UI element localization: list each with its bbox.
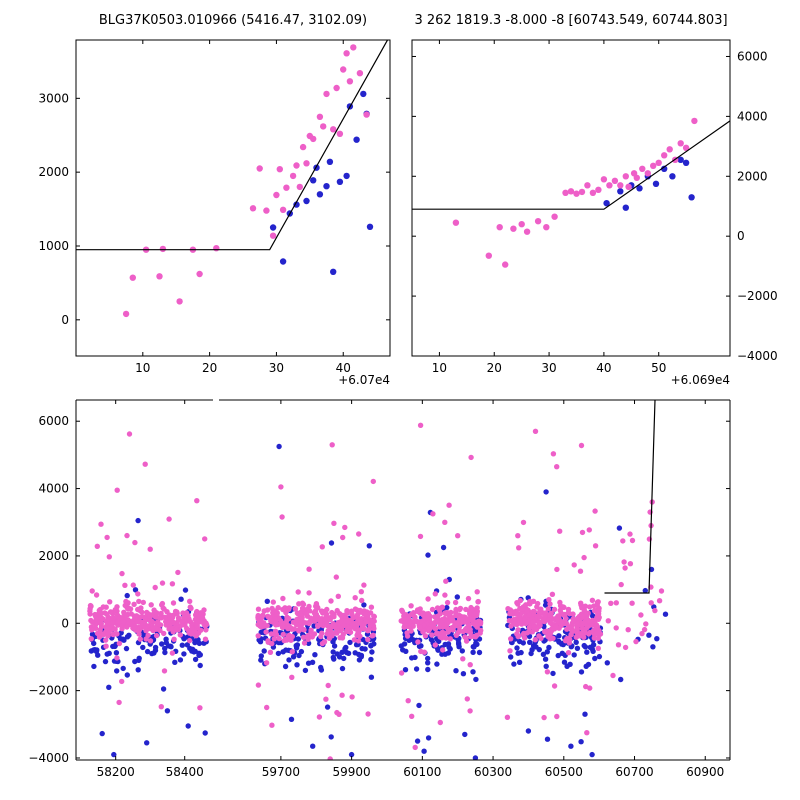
plot-area-2 (87, 400, 669, 760)
svg-text:−2000: −2000 (28, 684, 69, 698)
svg-text:30: 30 (541, 361, 556, 375)
tick-marks (76, 400, 730, 760)
x-axis-offset-right: +6.069e4 (670, 373, 730, 387)
svg-text:60500: 60500 (545, 765, 583, 779)
chart-1: 10 20 30 40 50 −4000 −2000 0 2000 4000 6000 (411, 39, 778, 375)
scatter-points-blue (603, 156, 695, 211)
svg-text:4000: 4000 (737, 109, 768, 123)
svg-text:−4000: −4000 (28, 751, 69, 765)
svg-text:0: 0 (61, 616, 69, 630)
svg-text:−4000: −4000 (737, 349, 778, 363)
svg-text:4000: 4000 (38, 482, 69, 496)
svg-text:20: 20 (487, 361, 502, 375)
svg-text:10: 10 (135, 361, 150, 375)
svg-text:10: 10 (432, 361, 447, 375)
chart-title-left: BLG37K0503.010966 (5416.47, 3102.09) (98, 13, 368, 28)
svg-text:3000: 3000 (38, 91, 69, 105)
svg-text:0: 0 (737, 229, 745, 243)
tick-labels: 58200 58400 59700 59900 60100 60300 60500 60700… (28, 414, 724, 779)
model-line (604, 400, 656, 594)
scatter-points-pink (452, 117, 698, 268)
svg-text:59900: 59900 (333, 765, 371, 779)
scatter-points-pink (122, 44, 370, 318)
plot-area-0 (76, 40, 389, 318)
model-line (76, 40, 389, 251)
svg-text:6000: 6000 (38, 414, 69, 428)
plot-area-1 (412, 117, 730, 268)
svg-text:30: 30 (269, 361, 284, 375)
x-axis-offset-left: +6.07e4 (338, 373, 390, 387)
axes-spines (75, 39, 391, 357)
svg-text:50: 50 (651, 361, 666, 375)
svg-text:58400: 58400 (166, 765, 204, 779)
svg-text:2000: 2000 (737, 169, 768, 183)
model-line (412, 120, 730, 210)
svg-text:59700: 59700 (262, 765, 300, 779)
svg-text:6000: 6000 (737, 49, 768, 63)
svg-text:58200: 58200 (97, 765, 135, 779)
svg-text:20: 20 (202, 361, 217, 375)
svg-text:40: 40 (336, 361, 351, 375)
svg-text:−2000: −2000 (737, 289, 778, 303)
chart-0: 10 20 30 40 0 1000 2000 3000 (38, 39, 391, 375)
tick-marks (76, 40, 390, 356)
svg-text:2000: 2000 (38, 549, 69, 563)
tick-labels: 10 20 30 40 50 −4000 −2000 0 2000 4000 6000 (432, 49, 778, 375)
scatter-points-pink (87, 422, 665, 760)
svg-text:60300: 60300 (474, 765, 512, 779)
svg-text:0: 0 (61, 313, 69, 327)
tick-labels: 10 20 30 40 0 1000 2000 3000 (38, 91, 350, 375)
axes-spines (411, 39, 731, 357)
tick-marks (412, 40, 730, 357)
svg-text:60100: 60100 (403, 765, 441, 779)
svg-text:60700: 60700 (615, 765, 653, 779)
axes-spines (75, 399, 731, 761)
svg-text:60900: 60900 (686, 765, 724, 779)
chart-title-right: 3 262 1819.3 -8.000 -8 [60743.549, 60744… (414, 13, 728, 28)
svg-text:40: 40 (596, 361, 611, 375)
scatter-points-blue (269, 90, 374, 275)
svg-text:1000: 1000 (38, 239, 69, 253)
svg-text:2000: 2000 (38, 165, 69, 179)
chart-2: 58200 58400 59700 59900 60100 60300 60500 60700… (28, 399, 731, 779)
